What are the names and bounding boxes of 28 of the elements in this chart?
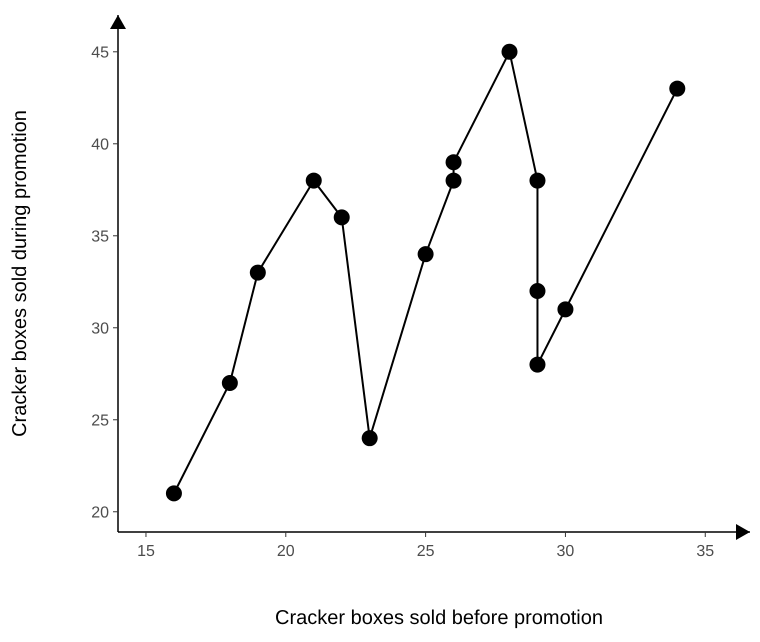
point — [446, 154, 462, 170]
point — [502, 44, 518, 60]
point — [334, 209, 350, 226]
y-tick-label: 40 — [91, 136, 110, 154]
y-tick-label: 30 — [91, 320, 110, 338]
y-tick-label: 20 — [91, 504, 110, 522]
x-tick-label: 15 — [137, 543, 155, 560]
point — [166, 485, 182, 502]
point — [306, 172, 322, 189]
y-tick-label: 35 — [91, 228, 110, 246]
point — [669, 80, 686, 97]
point — [529, 172, 546, 189]
y-axis-title: Cracker boxes sold during promotion — [9, 110, 31, 437]
point — [250, 264, 266, 281]
point — [362, 430, 378, 446]
point — [557, 301, 574, 318]
y-tick-label: 45 — [91, 44, 110, 62]
x-tick-label: 25 — [416, 543, 435, 560]
x-axis-title: Cracker boxes sold before promotion — [275, 607, 603, 629]
point — [418, 246, 434, 262]
x-tick-label: 35 — [696, 543, 714, 560]
point — [529, 356, 546, 373]
y-tick-label: 25 — [91, 412, 110, 430]
x-tick-label: 30 — [556, 543, 574, 560]
point — [222, 374, 238, 391]
point — [446, 172, 462, 189]
point — [529, 282, 546, 299]
x-tick-label: 20 — [276, 543, 295, 560]
